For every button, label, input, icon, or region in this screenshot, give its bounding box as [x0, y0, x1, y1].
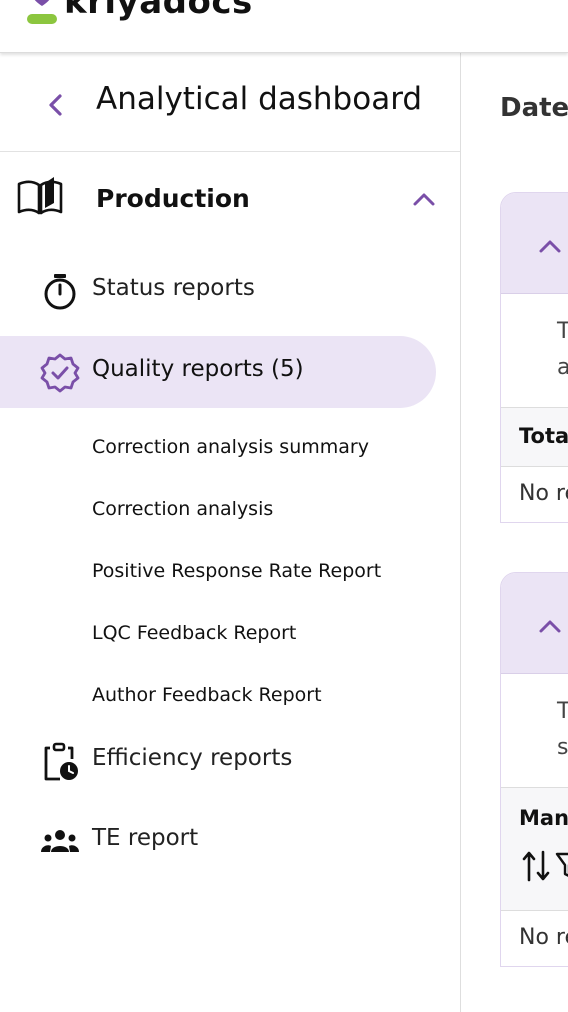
section-label: Production — [96, 184, 250, 213]
stopwatch-icon — [44, 274, 76, 310]
card-description-line: a — [557, 351, 568, 385]
sidebar-item-label: TE report — [92, 825, 199, 851]
empty-row-text: No re — [519, 481, 568, 506]
card-header — [501, 573, 568, 674]
logo-mark-icon — [27, 0, 57, 24]
sidebar-item-quality-reports[interactable]: Quality reports (5) — [0, 336, 436, 408]
card-description-line: T — [557, 315, 568, 349]
sidebar-item-status-reports[interactable]: Status reports — [0, 255, 436, 327]
sub-item-lqc-feedback-report[interactable]: LQC Feedback Report — [92, 622, 297, 644]
sort-filter-icon[interactable] — [521, 848, 568, 884]
sidebar-header: Analytical dashboard — [0, 53, 460, 152]
column-header[interactable]: Man — [519, 806, 568, 830]
card-description-line: s — [557, 735, 568, 760]
sidebar-item-efficiency-reports[interactable]: Efficiency reports — [0, 725, 436, 797]
main-content: Date T a Tota No re T s Man — [461, 53, 568, 1012]
date-filter-label: Date — [500, 93, 568, 123]
section-production[interactable]: Production — [0, 165, 460, 235]
card-description-line: T — [557, 695, 568, 729]
clipboard-clock-icon — [44, 742, 78, 781]
column-header[interactable]: Tota — [519, 424, 568, 448]
verified-badge-icon — [40, 353, 80, 393]
sidebar-item-label: Status reports — [92, 275, 255, 301]
book-open-icon — [17, 177, 63, 215]
sidebar-item-label: Efficiency reports — [92, 745, 293, 771]
chevron-left-icon — [49, 94, 62, 116]
table-header: Tota — [501, 407, 568, 467]
sidebar: Analytical dashboard Production Status r… — [0, 53, 461, 1012]
sub-item-positive-response-rate-report[interactable]: Positive Response Rate Report — [92, 560, 382, 582]
empty-row-text: No re — [519, 925, 568, 950]
team-icon — [41, 830, 79, 852]
brand-name: kriyadocs — [64, 0, 253, 22]
sub-item-correction-analysis[interactable]: Correction analysis — [92, 498, 274, 520]
table-header: Man — [501, 787, 568, 911]
sidebar-item-label: Quality reports (5) — [92, 356, 304, 382]
card-header — [501, 193, 568, 294]
chevron-up-icon[interactable] — [410, 189, 438, 209]
chevron-up-icon[interactable] — [537, 617, 563, 635]
sub-item-correction-analysis-summary[interactable]: Correction analysis summary — [92, 436, 369, 458]
chevron-up-icon[interactable] — [537, 237, 563, 255]
page-title: Analytical dashboard — [96, 81, 423, 117]
back-button[interactable] — [42, 89, 70, 121]
report-card: T s Man No re — [500, 572, 568, 967]
report-card: T a Tota No re — [500, 192, 568, 523]
sub-item-author-feedback-report[interactable]: Author Feedback Report — [92, 684, 322, 706]
sidebar-item-te-report[interactable]: TE report — [0, 805, 436, 877]
top-bar: kriyadocs — [0, 0, 568, 53]
